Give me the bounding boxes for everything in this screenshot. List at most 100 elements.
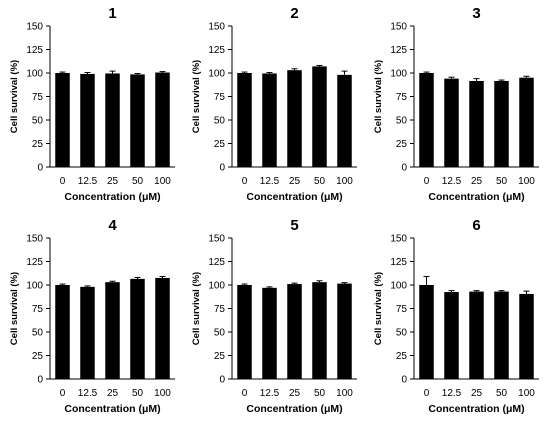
bar — [155, 72, 170, 167]
y-tick-label: 100 — [26, 69, 43, 80]
x-tick-label: 50 — [496, 388, 508, 399]
y-tick-label: 0 — [37, 163, 43, 174]
chart-panel-1: 1 0 25 50 75 100 125 150 Cell survival (%) 0 12.5 2… — [9, 5, 175, 203]
x-tick-label: 100 — [336, 388, 353, 399]
y-tick-label: 50 — [396, 328, 408, 339]
y-tick-label: 150 — [26, 22, 43, 33]
bar — [130, 278, 145, 379]
y-tick-label: 75 — [396, 92, 408, 103]
y-axis-label: Cell survival (%) — [373, 272, 384, 345]
y-tick-label: 150 — [26, 234, 43, 245]
bar — [469, 80, 484, 167]
bar — [130, 74, 145, 167]
y-tick-label: 125 — [208, 257, 225, 268]
y-axis-label: Cell survival (%) — [9, 60, 20, 133]
chart-panel-4: 4 0 25 50 75 100 125 150 Cell survival (%) 0 12.5 2… — [9, 217, 175, 415]
x-axis-label: Concentration (μM) — [246, 403, 342, 415]
y-tick-label: 75 — [32, 92, 44, 103]
bar — [419, 73, 434, 167]
chart-title: 5 — [290, 217, 298, 234]
bar — [262, 287, 277, 379]
y-tick-label: 150 — [390, 22, 407, 33]
x-tick-label: 25 — [107, 176, 119, 187]
y-tick-label: 125 — [390, 257, 407, 268]
y-tick-label: 50 — [32, 116, 44, 127]
y-tick-label: 25 — [214, 351, 226, 362]
bar — [105, 282, 120, 379]
x-tick-label: 50 — [314, 176, 326, 187]
x-tick-label: 50 — [314, 388, 326, 399]
bar — [262, 73, 277, 167]
y-tick-label: 100 — [208, 69, 225, 80]
y-tick-label: 125 — [26, 257, 43, 268]
chart-title: 1 — [108, 5, 116, 22]
y-tick-label: 150 — [208, 22, 225, 33]
chart-panel-3: 3 0 25 50 75 100 125 150 Cell survival (%) 0 12.5 2… — [373, 5, 539, 203]
x-tick-label: 0 — [60, 388, 66, 399]
x-tick-label: 50 — [132, 388, 144, 399]
x-tick-label: 100 — [518, 176, 535, 187]
bar — [287, 70, 302, 167]
y-tick-label: 125 — [26, 45, 43, 56]
x-tick-label: 25 — [107, 388, 119, 399]
chart-panel-6: 6 0 25 50 75 100 125 150 Cell survival (%) 0 12.5 2… — [373, 217, 539, 415]
x-axis-label: Concentration (μM) — [428, 191, 524, 203]
y-tick-label: 150 — [390, 234, 407, 245]
y-tick-label: 75 — [214, 92, 226, 103]
x-tick-label: 0 — [60, 176, 66, 187]
x-tick-label: 12.5 — [260, 388, 280, 399]
y-tick-label: 100 — [390, 281, 407, 292]
y-tick-label: 25 — [32, 351, 44, 362]
bar — [237, 285, 252, 379]
bar — [55, 285, 70, 379]
y-tick-label: 125 — [208, 45, 225, 56]
y-tick-label: 100 — [26, 281, 43, 292]
bar — [237, 73, 252, 167]
x-tick-label: 100 — [154, 176, 171, 187]
x-tick-label: 25 — [471, 176, 483, 187]
bar — [494, 291, 509, 379]
y-tick-label: 0 — [401, 375, 407, 386]
y-tick-label: 75 — [32, 304, 44, 315]
bar — [337, 74, 352, 167]
x-tick-label: 100 — [154, 388, 171, 399]
y-tick-label: 25 — [32, 139, 44, 150]
x-tick-label: 0 — [242, 388, 248, 399]
y-axis-label: Cell survival (%) — [191, 272, 202, 345]
x-tick-label: 12.5 — [78, 388, 98, 399]
x-axis-label: Concentration (μM) — [64, 403, 160, 415]
x-tick-label: 50 — [132, 176, 144, 187]
x-axis-label: Concentration (μM) — [428, 403, 524, 415]
x-tick-label: 0 — [424, 388, 430, 399]
x-tick-label: 12.5 — [442, 176, 462, 187]
y-tick-label: 25 — [396, 351, 408, 362]
y-axis-label: Cell survival (%) — [373, 60, 384, 133]
y-tick-label: 75 — [396, 304, 408, 315]
y-tick-label: 125 — [390, 45, 407, 56]
y-tick-label: 100 — [390, 69, 407, 80]
x-tick-label: 50 — [496, 176, 508, 187]
chart-title: 3 — [472, 5, 480, 22]
x-tick-label: 0 — [242, 176, 248, 187]
bar — [519, 77, 534, 167]
bar — [55, 73, 70, 167]
y-tick-label: 25 — [214, 139, 226, 150]
bar — [419, 285, 434, 379]
bar — [337, 283, 352, 379]
x-axis-label: Concentration (μM) — [246, 191, 342, 203]
bar — [444, 292, 459, 379]
y-axis-label: Cell survival (%) — [191, 60, 202, 133]
bar — [444, 78, 459, 167]
x-tick-label: 12.5 — [78, 176, 98, 187]
bar — [105, 73, 120, 167]
y-tick-label: 50 — [214, 328, 226, 339]
y-tick-label: 50 — [214, 116, 226, 127]
bar — [80, 73, 95, 167]
y-tick-label: 0 — [401, 163, 407, 174]
bar — [312, 282, 327, 379]
bar — [312, 66, 327, 167]
y-tick-label: 75 — [214, 304, 226, 315]
y-tick-label: 50 — [396, 116, 408, 127]
